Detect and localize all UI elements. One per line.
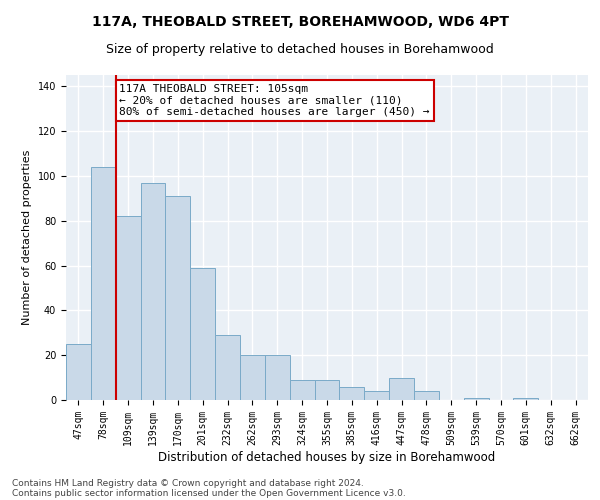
- Bar: [265, 355, 290, 400]
- Bar: [414, 391, 439, 400]
- Bar: [240, 355, 265, 400]
- Bar: [314, 380, 340, 400]
- Bar: [166, 196, 190, 400]
- Bar: [389, 378, 414, 400]
- Bar: [340, 386, 364, 400]
- Text: Contains public sector information licensed under the Open Government Licence v3: Contains public sector information licen…: [12, 488, 406, 498]
- Bar: [464, 398, 488, 400]
- X-axis label: Distribution of detached houses by size in Borehamwood: Distribution of detached houses by size …: [158, 450, 496, 464]
- Y-axis label: Number of detached properties: Number of detached properties: [22, 150, 32, 325]
- Text: Contains HM Land Registry data © Crown copyright and database right 2024.: Contains HM Land Registry data © Crown c…: [12, 478, 364, 488]
- Bar: [290, 380, 314, 400]
- Bar: [140, 182, 166, 400]
- Text: Size of property relative to detached houses in Borehamwood: Size of property relative to detached ho…: [106, 42, 494, 56]
- Bar: [66, 344, 91, 400]
- Bar: [514, 398, 538, 400]
- Bar: [116, 216, 140, 400]
- Text: 117A THEOBALD STREET: 105sqm
← 20% of detached houses are smaller (110)
80% of s: 117A THEOBALD STREET: 105sqm ← 20% of de…: [119, 84, 430, 117]
- Bar: [190, 268, 215, 400]
- Bar: [215, 335, 240, 400]
- Text: 117A, THEOBALD STREET, BOREHAMWOOD, WD6 4PT: 117A, THEOBALD STREET, BOREHAMWOOD, WD6 …: [91, 15, 509, 29]
- Bar: [364, 391, 389, 400]
- Bar: [91, 167, 116, 400]
